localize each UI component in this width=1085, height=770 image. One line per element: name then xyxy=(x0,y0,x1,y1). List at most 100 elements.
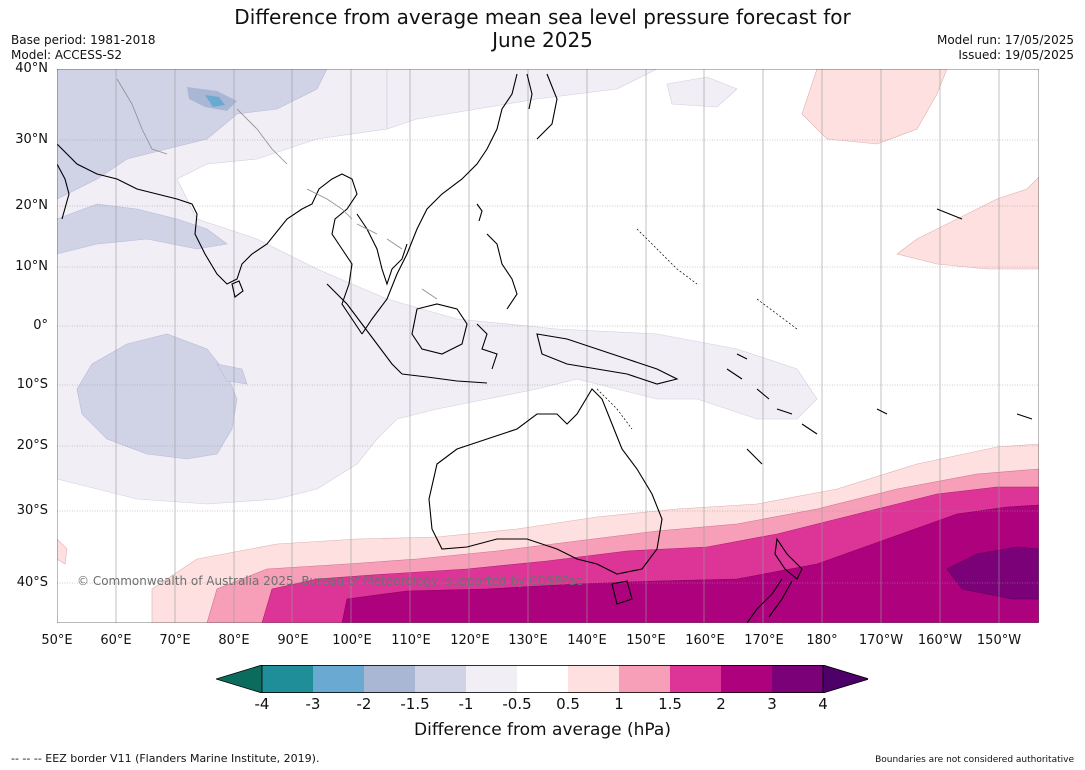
anomaly-top-light-lavender xyxy=(386,69,658,130)
coast-philippines xyxy=(486,233,518,310)
lon-label-90e: 90°E xyxy=(277,633,309,648)
lon-label-120e: 120°E xyxy=(450,633,490,648)
anomaly-west-small-pink xyxy=(57,538,68,565)
coast-tasmania xyxy=(611,580,633,605)
lon-label-60e: 60°E xyxy=(100,633,132,648)
lon-label-80e: 80°E xyxy=(218,633,250,648)
lon-label-130e: 130°E xyxy=(508,633,548,648)
colorbar-tick: 2 xyxy=(716,695,726,713)
coast-java xyxy=(401,373,488,384)
lat-label-20n: 20°N xyxy=(15,198,48,213)
anomaly-south-dark-magenta xyxy=(341,504,1039,623)
lat-label-20s: 20°S xyxy=(16,438,48,453)
anomaly-north-lavender xyxy=(57,69,328,200)
colorbar-tick: 1 xyxy=(614,695,624,713)
anomaly-small-lavender xyxy=(216,363,248,385)
anomaly-east-pacific-pink xyxy=(896,176,1039,270)
model-run-label: Model run: 17/05/2025 xyxy=(936,33,1074,47)
coast-new-zealand-south xyxy=(746,578,793,623)
eez-border-note: -- -- -- EEZ border V11 (Flanders Marine… xyxy=(11,752,320,765)
anomaly-north-pacific-pink xyxy=(801,69,948,145)
colorbar-tick: -1.5 xyxy=(400,695,430,713)
coast-pacific-islands xyxy=(726,208,1033,465)
lon-label-180: 180° xyxy=(806,633,838,648)
lat-label-10n: 10°N xyxy=(15,259,48,274)
coast-korea-japan xyxy=(526,73,558,140)
colorbar-tick: -4 xyxy=(254,695,270,713)
coast-sulawesi xyxy=(476,323,498,370)
eez-borders xyxy=(596,228,798,430)
lon-label-160w: 160°W xyxy=(917,633,963,648)
coast-indochina xyxy=(356,213,408,286)
coast-arabia xyxy=(57,163,70,220)
metadata-left: Base period: 1981-2018 Model: ACCESS-S2 xyxy=(11,33,156,63)
issued-label: Issued: 19/05/2025 xyxy=(958,48,1074,62)
coastlines xyxy=(57,73,1033,623)
lon-label-110e: 110°E xyxy=(391,633,431,648)
colorbar-extend-high xyxy=(822,665,868,693)
lat-label-0: 0° xyxy=(33,318,48,333)
colorbar-tick: -3 xyxy=(305,695,321,713)
base-period-label: Base period: 1981-2018 xyxy=(11,33,156,47)
boundaries-disclaimer: Boundaries are not considered authoritat… xyxy=(875,755,1074,765)
lon-label-170e: 170°E xyxy=(744,633,784,648)
colorbar-segment xyxy=(721,665,772,693)
lon-label-170w: 170°W xyxy=(858,633,904,648)
colorbar-segment xyxy=(670,665,721,693)
colorbar-segment xyxy=(619,665,670,693)
model-label: Model: ACCESS-S2 xyxy=(11,48,123,62)
country-borders xyxy=(116,78,438,300)
lat-label-30n: 30°N xyxy=(15,132,48,147)
coast-new-zealand-north xyxy=(774,537,803,580)
colorbar-tick: 3 xyxy=(767,695,777,713)
anomaly-tibet-teal xyxy=(205,95,225,107)
lon-label-150e: 150°E xyxy=(626,633,666,648)
colorbar-segment xyxy=(364,665,415,693)
anomaly-band-light-lavender xyxy=(57,69,818,505)
colorbar-tick: -1 xyxy=(458,695,474,713)
colorbar-tick: 0.5 xyxy=(556,695,580,713)
pressure-anomaly-map xyxy=(57,69,1039,623)
colorbar-segment xyxy=(517,665,568,693)
coast-taiwan xyxy=(476,203,483,222)
coast-australia xyxy=(428,388,663,575)
colorbar-tick: -0.5 xyxy=(502,695,532,713)
metadata-right: Model run: 17/05/2025 Issued: 19/05/2025 xyxy=(937,33,1074,63)
colorbar-segment xyxy=(262,665,313,693)
lon-label-70e: 70°E xyxy=(159,633,191,648)
colorbar-tick: 4 xyxy=(818,695,828,713)
lon-label-160e: 160°E xyxy=(685,633,725,648)
map-title-line1: Difference from average mean sea level p… xyxy=(234,5,851,29)
colorbar-segment xyxy=(313,665,364,693)
colorbar-segment xyxy=(568,665,619,693)
colorbar-extend-low xyxy=(216,665,263,693)
coast-new-guinea xyxy=(536,333,679,385)
lat-label-10s: 10°S xyxy=(16,377,48,392)
lon-label-100e: 100°E xyxy=(332,633,372,648)
anomaly-arabian-lavender xyxy=(57,203,228,255)
colorbar-segment xyxy=(415,665,466,693)
colorbar xyxy=(216,665,868,693)
colorbar-tick: -2 xyxy=(356,695,372,713)
copyright-notice: © Commonwealth of Australia 2025, Bureau… xyxy=(77,574,583,588)
anomaly-indian-ocean-lavender xyxy=(76,333,238,460)
colorbar-frame xyxy=(261,665,824,693)
lat-label-40s: 40°S xyxy=(16,575,48,590)
lat-label-40n: 40°N xyxy=(15,61,48,76)
colorbar-tick: 1.5 xyxy=(658,695,682,713)
lat-label-30s: 30°S xyxy=(16,503,48,518)
coast-india xyxy=(57,143,363,335)
coast-sumatra xyxy=(326,283,403,375)
map-title-line2: June 2025 xyxy=(492,28,593,52)
coast-sri-lanka xyxy=(231,280,244,298)
lon-label-150w: 150°W xyxy=(976,633,1022,648)
coast-borneo xyxy=(411,303,468,355)
coast-china xyxy=(361,73,518,335)
anomaly-top-right-lavender xyxy=(666,76,738,108)
anomaly-south-purple xyxy=(946,546,1039,600)
lon-label-50e: 50°E xyxy=(41,633,73,648)
lon-label-140e: 140°E xyxy=(567,633,607,648)
colorbar-segment xyxy=(466,665,517,693)
colorbar-label: Difference from average (hPa) xyxy=(414,720,671,740)
anomaly-fields xyxy=(57,69,1039,623)
